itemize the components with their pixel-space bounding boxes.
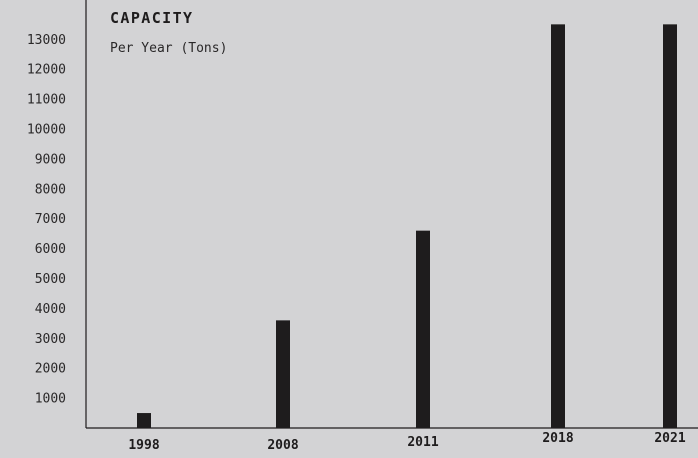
y-tick-label: 8000 — [35, 182, 66, 197]
y-tick-label: 2000 — [35, 362, 66, 377]
y-tick-label: 4000 — [35, 302, 66, 317]
chart-title: CAPACITY — [110, 9, 193, 27]
x-tick-label: 2018 — [542, 431, 573, 446]
y-axis-ticks: 1000 2000 3000 4000 5000 6000 7000 8000 9000 1000… — [27, 33, 66, 407]
y-tick-label: 7000 — [35, 212, 66, 227]
bar-2011 — [416, 230, 430, 428]
y-tick-label: 9000 — [35, 152, 66, 167]
y-tick-label: 1000 — [35, 392, 66, 407]
y-tick-label: 12000 — [27, 63, 66, 78]
x-tick-label: 2008 — [267, 438, 298, 453]
x-tick-label: 2011 — [407, 435, 438, 450]
bar-2021 — [663, 24, 677, 428]
y-tick-label: 11000 — [27, 93, 66, 108]
y-tick-label: 10000 — [27, 123, 66, 138]
chart-subtitle: Per Year (Tons) — [110, 41, 227, 56]
axes — [85, 0, 698, 429]
y-tick-label: 3000 — [35, 332, 66, 347]
x-tick-label: 2021 — [654, 431, 685, 446]
y-tick-label: 6000 — [35, 242, 66, 257]
bars — [137, 24, 677, 428]
y-tick-label: 5000 — [35, 272, 66, 287]
bar-2008 — [276, 320, 290, 428]
y-tick-label: 13000 — [27, 33, 66, 48]
bar-2018 — [551, 24, 565, 428]
bar-1998 — [137, 413, 151, 428]
x-tick-label: 1998 — [128, 438, 159, 453]
x-axis-ticks: 1998 2008 2011 2018 2021 — [128, 431, 685, 453]
